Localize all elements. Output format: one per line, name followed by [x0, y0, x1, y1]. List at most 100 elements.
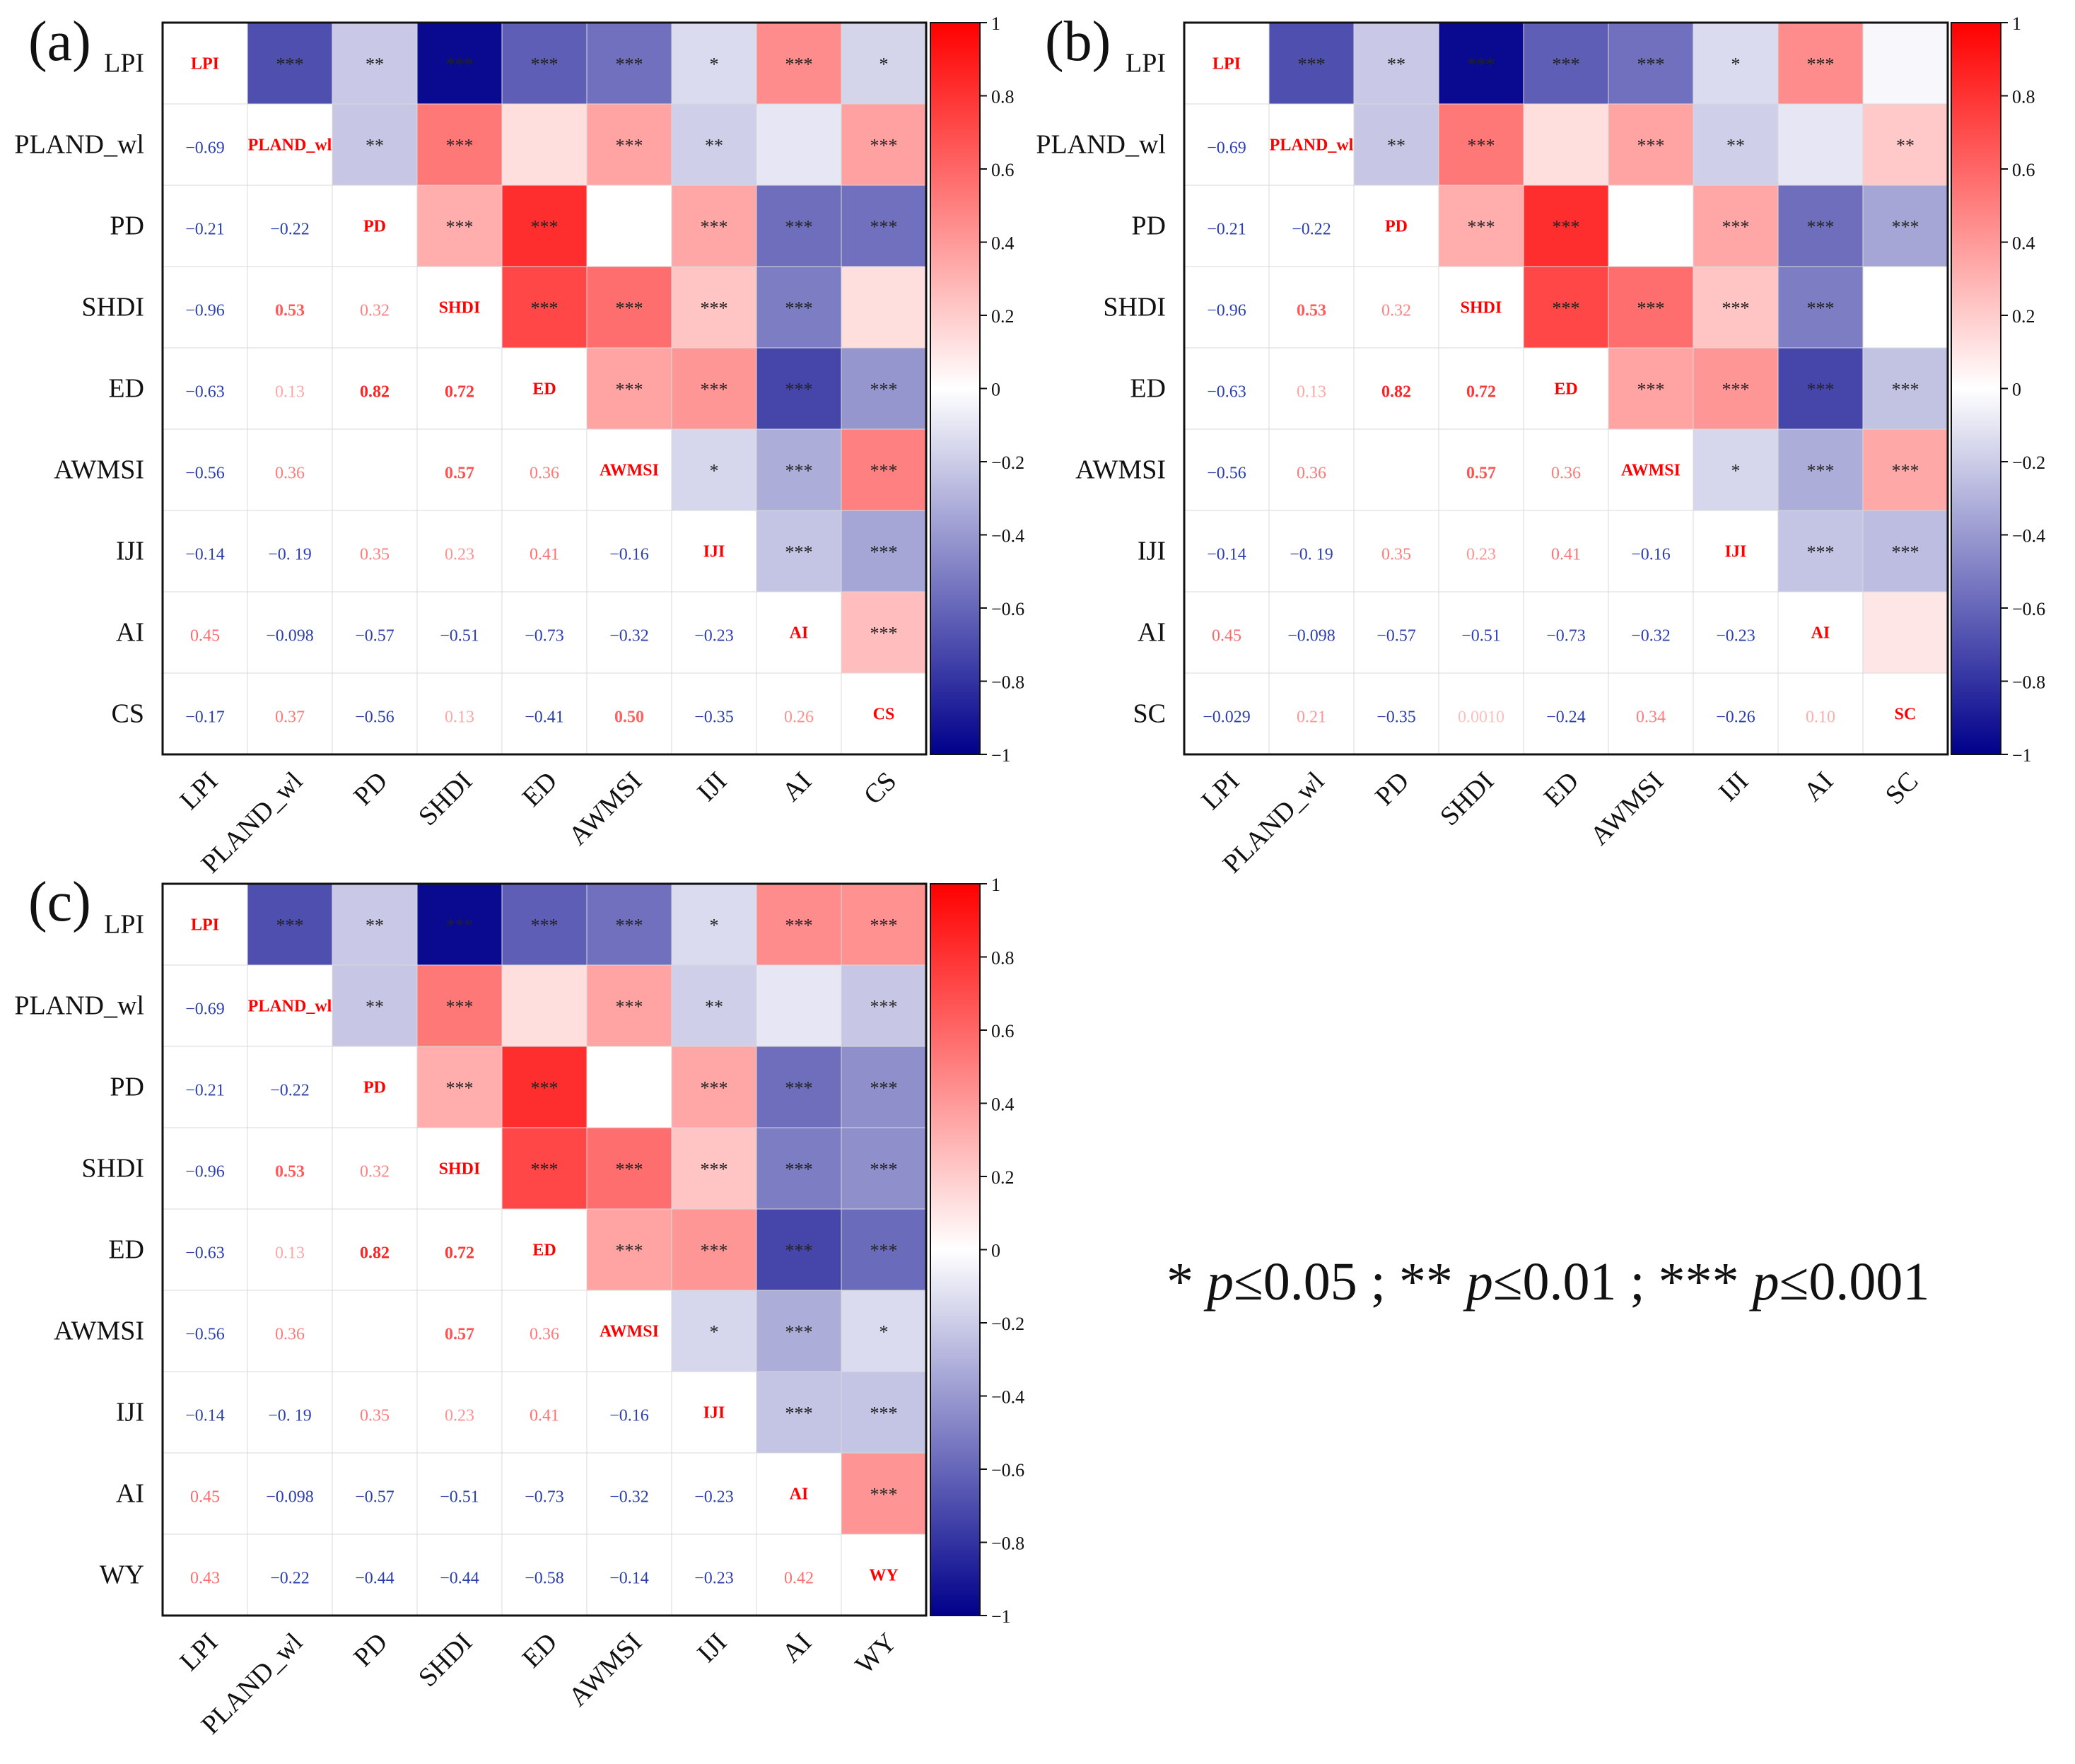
colorbar-tick-label: −1	[2012, 745, 2032, 766]
heatmap-cell	[332, 1127, 418, 1210]
y-axis-label: AWMSI	[54, 455, 144, 485]
correlation-value: 0.53	[275, 1163, 305, 1181]
x-axis-label: PD	[1369, 766, 1415, 812]
y-axis-label: ED	[108, 1235, 144, 1265]
heatmap-cell	[756, 510, 842, 592]
heatmap-cell	[841, 964, 927, 1047]
heatmap-cell	[1523, 428, 1609, 511]
correlation-value: −0. 19	[268, 1407, 312, 1425]
diagonal-label: AWMSI	[600, 1323, 659, 1341]
significance-stars: *	[710, 54, 719, 75]
heatmap-frame	[161, 21, 928, 756]
heatmap-cell	[1438, 347, 1524, 430]
colorbar-tick-label: 1	[2012, 13, 2021, 34]
correlation-value: −0.16	[609, 1407, 649, 1425]
correlation-value: −0. 19	[268, 546, 312, 564]
diagonal-label: SHDI	[439, 299, 481, 317]
correlation-value: 0.36	[530, 465, 559, 483]
heatmap-cell	[162, 1290, 248, 1372]
heatmap-cell	[756, 964, 842, 1047]
heatmap-cell	[586, 428, 672, 511]
colorbar-tick-label: −0.2	[991, 1314, 1024, 1334]
significance-stars: *	[1731, 54, 1741, 75]
diagonal-label: SHDI	[1461, 299, 1502, 317]
significance-stars: **	[1726, 136, 1745, 156]
significance-stars: ***	[701, 380, 728, 400]
heatmap-cell	[247, 1371, 333, 1454]
heatmap-cell	[1353, 672, 1439, 755]
heatmap-cell	[586, 591, 672, 674]
heatmap-cell	[1183, 266, 1270, 349]
correlation-value: 0.72	[1466, 383, 1496, 402]
heatmap-cell	[671, 883, 757, 966]
x-axis-label: AI	[776, 1628, 817, 1669]
heatmap-cell	[1693, 428, 1779, 511]
heatmap-cell	[332, 428, 418, 511]
y-axis-label: PD	[110, 1073, 144, 1102]
correlation-value: −0.029	[1203, 708, 1251, 727]
colorbar-tick-label: −0.6	[2012, 599, 2045, 619]
colorbar-tick-label: 0.4	[2012, 233, 2035, 254]
correlation-value: 0.43	[190, 1570, 220, 1588]
significance-stars: *	[710, 1322, 719, 1343]
correlation-value: 0.35	[360, 546, 390, 564]
heatmap-cell	[1353, 428, 1439, 511]
heatmap-cell	[1523, 591, 1609, 674]
heatmap-cell	[501, 428, 588, 511]
significance-stars: ***	[785, 1078, 813, 1099]
heatmap-cell	[162, 1534, 248, 1616]
significance-stars: **	[1387, 54, 1405, 75]
colorbar-tick-label: 0.6	[2012, 160, 2035, 180]
correlation-value: 0.21	[1297, 708, 1326, 727]
significance-stars: ***	[785, 1241, 813, 1261]
heatmap-cell	[671, 428, 757, 511]
significance-stars: ***	[531, 217, 559, 238]
correlation-value: −0.57	[1376, 627, 1416, 646]
correlation-value: 0.57	[1466, 465, 1496, 483]
colorbar-tick-label: 0.4	[991, 1094, 1015, 1115]
colorbar-tick-label: 0	[991, 380, 1000, 400]
significance-stars: ***	[446, 217, 474, 238]
colorbar-tick-label: 0.6	[991, 160, 1015, 180]
heatmap-cell	[841, 672, 927, 755]
significance-stars: ***	[1637, 380, 1665, 400]
significance-stars: ***	[870, 1403, 898, 1424]
heatmap-cell	[1862, 347, 1948, 430]
correlation-value: −0.63	[1207, 383, 1246, 402]
correlation-value: 0.32	[360, 302, 390, 320]
significance-stars: **	[705, 997, 723, 1017]
significance-stars: ***	[531, 298, 559, 319]
diagonal-label: SHDI	[439, 1160, 481, 1179]
correlation-value: 0.45	[1212, 627, 1241, 646]
significance-stars: ***	[785, 217, 813, 238]
significance-stars: ***	[1807, 217, 1835, 238]
diagonal-label: SC	[1895, 706, 1917, 724]
y-axis-label: LPI	[1126, 49, 1166, 78]
diagonal-label: ED	[532, 380, 556, 399]
heatmap-cell	[841, 1127, 927, 1210]
y-axis-label: AI	[116, 618, 144, 648]
correlation-value: 0.13	[275, 1244, 305, 1263]
significance-stars: ***	[870, 217, 898, 238]
significance-stars: ***	[1807, 54, 1835, 75]
correlation-value: −0.21	[185, 1082, 225, 1100]
diagonal-label: AI	[1811, 624, 1830, 643]
correlation-value: −0.63	[185, 1244, 225, 1263]
correlation-value: −0.44	[440, 1570, 479, 1588]
heatmap-cell	[501, 347, 588, 430]
heatmap-cell	[586, 883, 672, 966]
heatmap-cell	[501, 1046, 588, 1128]
x-axis-label: SHDI	[1434, 766, 1500, 831]
correlation-value: −0.32	[1631, 627, 1671, 646]
heatmap-cell	[1608, 185, 1694, 267]
y-axis-label: LPI	[104, 49, 144, 78]
colorbar-tick-label: 0.2	[991, 1167, 1015, 1188]
significance-stars: *	[710, 461, 719, 481]
heatmap-cell	[1608, 672, 1694, 755]
heatmap-cell	[671, 1290, 757, 1372]
correlation-value: −0.22	[270, 221, 310, 239]
heatmap-cell	[416, 1371, 503, 1454]
heatmap-cell	[671, 1127, 757, 1210]
heatmap-cell	[162, 22, 248, 105]
